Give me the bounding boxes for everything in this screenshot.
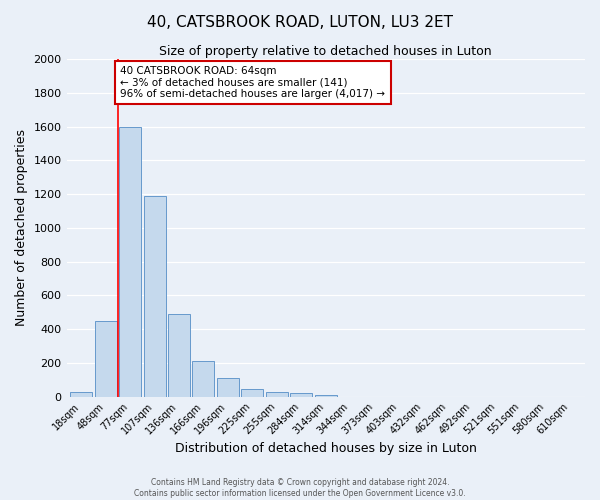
Bar (217, 378, 239, 396)
Y-axis label: Number of detached properties: Number of detached properties (15, 130, 28, 326)
Bar (168, 314, 190, 396)
Title: Size of property relative to detached houses in Luton: Size of property relative to detached ho… (160, 45, 492, 58)
Bar (315, 395, 337, 396)
Bar (290, 393, 313, 396)
Bar (143, 196, 166, 396)
Bar (119, 126, 141, 396)
X-axis label: Distribution of detached houses by size in Luton: Distribution of detached houses by size … (175, 442, 477, 455)
Text: 40 CATSBROOK ROAD: 64sqm
← 3% of detached houses are smaller (141)
96% of semi-d: 40 CATSBROOK ROAD: 64sqm ← 3% of detache… (121, 66, 385, 99)
Bar (95, 320, 116, 396)
Text: Contains HM Land Registry data © Crown copyright and database right 2024.
Contai: Contains HM Land Registry data © Crown c… (134, 478, 466, 498)
Bar (193, 361, 214, 396)
Bar (70, 392, 92, 396)
Bar (241, 389, 263, 396)
Text: 40, CATSBROOK ROAD, LUTON, LU3 2ET: 40, CATSBROOK ROAD, LUTON, LU3 2ET (147, 15, 453, 30)
Bar (266, 392, 288, 396)
